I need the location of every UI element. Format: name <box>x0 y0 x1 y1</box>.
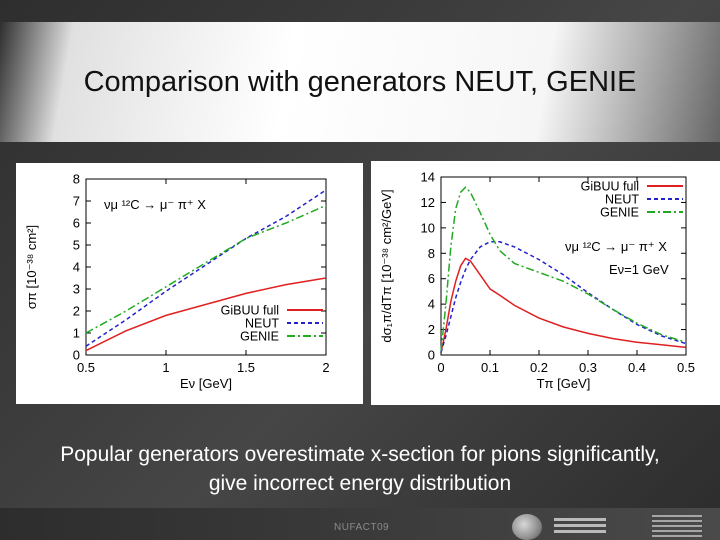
y-tick-label: 5 <box>73 238 80 253</box>
institute-logo-text <box>554 518 606 536</box>
title-band <box>0 22 720 142</box>
y-tick-label: 6 <box>428 271 435 286</box>
reaction-annotation: νμ ¹²C → μ⁻ π⁺ X <box>104 197 206 212</box>
left-chart-panel: 0.5 1 1.5 2 0 1 2 3 4 5 6 7 8 Eν [GeV] σπ [10⁻³⁸ cm²] G… <box>16 163 363 404</box>
x-tick-label: 0.3 <box>579 360 597 375</box>
x-tick-label: 0.2 <box>530 360 548 375</box>
y-tick-label: 10 <box>421 220 435 235</box>
y-tick-label: 8 <box>428 246 435 261</box>
y-tick-label: 6 <box>73 216 80 231</box>
legend-label: NEUT <box>245 317 279 331</box>
legend-label: GENIE <box>600 206 639 220</box>
x-axis-label: Tπ [GeV] <box>537 376 591 391</box>
x-tick-label: 1 <box>162 360 169 375</box>
y-tick-label: 1 <box>73 326 80 341</box>
y-tick-label: 0 <box>73 348 80 363</box>
footer-text: NUFACT09 <box>334 522 390 533</box>
plot-frame <box>440 176 687 356</box>
legend-label: GiBUU full <box>581 180 639 194</box>
series-line-gibuu-full <box>85 277 327 352</box>
series-line-neut <box>440 241 687 353</box>
series-line-genie <box>440 186 687 352</box>
x-tick-label: 2 <box>322 360 329 375</box>
y-tick-label: 12 <box>421 195 435 210</box>
y-tick-label: 8 <box>73 172 80 187</box>
series-line-genie <box>85 204 327 334</box>
x-tick-label: 0.1 <box>481 360 499 375</box>
series-line-gibuu-full <box>440 257 687 353</box>
y-tick-label: 3 <box>73 282 80 297</box>
y-axis-label: σπ [10⁻³⁸ cm²] <box>24 225 39 309</box>
series-line-neut <box>85 189 327 347</box>
x-tick-label: 0.4 <box>628 360 646 375</box>
legend-label: GiBUU full <box>221 304 279 318</box>
y-tick-label: 4 <box>73 260 80 275</box>
y-tick-label: 0 <box>428 348 435 363</box>
left-chart: 0.5 1 1.5 2 0 1 2 3 4 5 6 7 8 Eν [GeV] σπ [10⁻³⁸ cm²] G… <box>24 172 330 392</box>
legend-label: NEUT <box>605 193 639 207</box>
caption-line-1: Popular generators overestimate x-sectio… <box>60 443 660 466</box>
slide-title: Comparison with generators NEUT, GENIE <box>83 66 637 98</box>
reaction-annotation: νμ ¹²C → μ⁻ π⁺ X <box>565 239 667 254</box>
x-tick-label: 1.5 <box>237 360 255 375</box>
y-tick-label: 2 <box>73 304 80 319</box>
y-tick-label: 7 <box>73 194 80 209</box>
y-tick-label: 2 <box>428 322 435 337</box>
y-axis-label: dσ₁π/dTπ [10⁻³⁸ cm²/GeV] <box>379 189 394 342</box>
x-tick-label: 0.5 <box>677 360 695 375</box>
y-tick-label: 14 <box>421 170 435 185</box>
x-axis-label: Eν [GeV] <box>180 376 232 391</box>
institute-logo-globe <box>512 514 542 540</box>
y-tick-label: 4 <box>428 297 435 312</box>
energy-annotation: Eν=1 GeV <box>609 262 669 277</box>
right-chart-panel: 0 0.1 0.2 0.3 0.4 0.5 0 2 4 6 8 10 12 14 Tπ [GeV] dσ₁π/… <box>371 161 720 405</box>
x-tick-label: 0.5 <box>77 360 95 375</box>
legend-label: GENIE <box>240 330 279 344</box>
right-chart: 0 0.1 0.2 0.3 0.4 0.5 0 2 4 6 8 10 12 14 Tπ [GeV] dσ₁π/… <box>379 170 695 392</box>
caption-line-2: give incorrect energy distribution <box>208 472 512 495</box>
university-logo <box>652 515 702 537</box>
x-tick-label: 0 <box>437 360 444 375</box>
